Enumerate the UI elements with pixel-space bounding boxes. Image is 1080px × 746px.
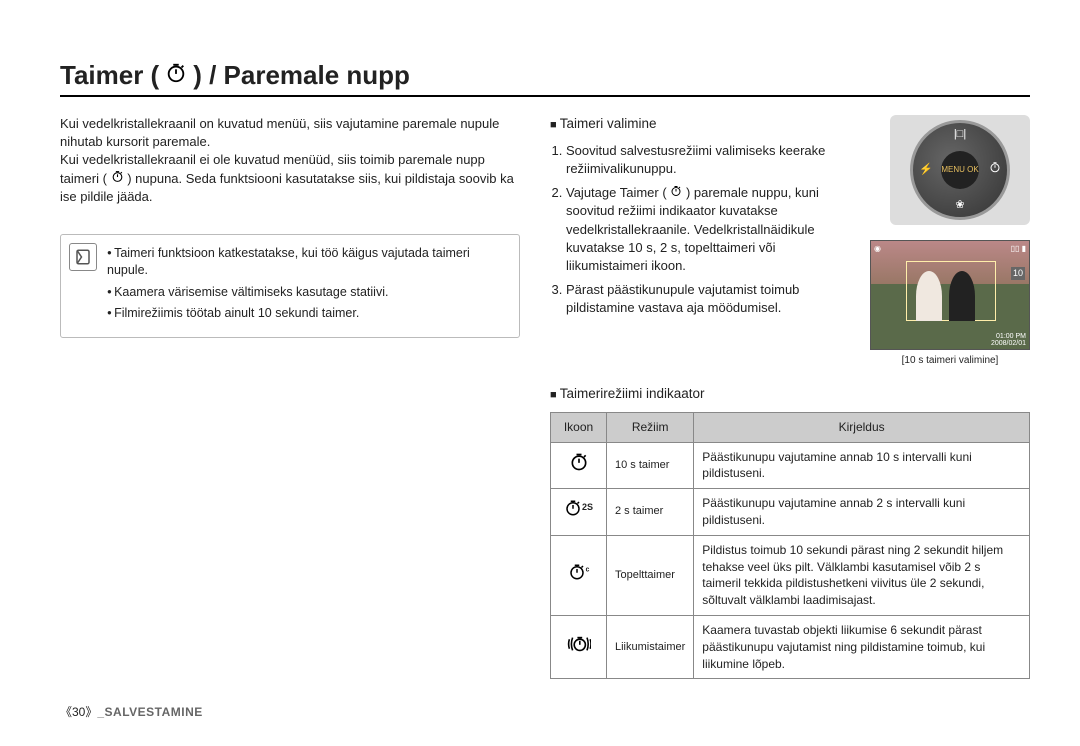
section-label: _SALVESTAMINE bbox=[97, 705, 202, 719]
dial-flash-icon: ⚡ bbox=[919, 162, 933, 177]
intro-para-1: Kui vedelkristallekraanil on kuvatud men… bbox=[60, 115, 520, 151]
th-mode: Režiim bbox=[607, 412, 694, 442]
dial-macro-icon: ❀ bbox=[955, 198, 964, 213]
battery-icon: ▯▯ ▮ bbox=[1011, 243, 1026, 254]
note-box: Taimeri funktsioon katkestatakse, kui tö… bbox=[60, 234, 520, 338]
th-desc: Kirjeldus bbox=[694, 412, 1030, 442]
table-row: 2S 2 s taimer Päästikunupu vajutamine an… bbox=[551, 489, 1030, 536]
dial-timer-icon bbox=[989, 161, 1001, 178]
dial-center-button[interactable]: MENU OK bbox=[941, 151, 979, 189]
preview-caption: [10 s taimeri valimine] bbox=[870, 354, 1030, 368]
lcd-preview: ◉ ▯▯ ▮ 10 01:00 PM 2008/02/01 [10 s taime… bbox=[870, 240, 1030, 368]
mode-desc: Päästikunupu vajutamine annab 10 s inter… bbox=[694, 442, 1030, 489]
select-timer-heading: Taimeri valimine bbox=[550, 115, 860, 134]
page-footer: 《30》_SALVESTAMINE bbox=[60, 703, 203, 720]
note-icon bbox=[69, 243, 97, 271]
left-column: Kui vedelkristallekraanil on kuvatud men… bbox=[60, 115, 520, 679]
mode-name: Topelttaimer bbox=[607, 535, 694, 615]
timer-badge: 10 bbox=[1011, 267, 1025, 280]
table-row: Liikumistaimer Kaamera tuvastab objekti … bbox=[551, 616, 1030, 679]
page-number: 《30》 bbox=[60, 705, 97, 719]
mode-name: 10 s taimer bbox=[607, 442, 694, 489]
table-row: 10 s taimer Päästikunupu vajutamine anna… bbox=[551, 442, 1030, 489]
timer-2s-icon: 2S bbox=[551, 489, 607, 536]
step-item: Pärast päästikunupule vajutamist toimub … bbox=[566, 281, 860, 317]
note-item: Kaamera värisemise vältimiseks kasutage … bbox=[107, 284, 509, 302]
step-item: Soovitud salvestusrežiimi valimiseks kee… bbox=[566, 142, 860, 178]
timer-motion-icon bbox=[551, 616, 607, 679]
steps-list: Soovitud salvestusrežiimi valimiseks kee… bbox=[550, 142, 860, 318]
timer-double-icon: ᶜ bbox=[551, 535, 607, 615]
intro-para-2: Kui vedelkristallekraanil ei ole kuvatud… bbox=[60, 151, 520, 206]
rec-icon: ◉ bbox=[874, 243, 881, 254]
timer-icon bbox=[670, 185, 686, 200]
note-item: Filmirežiimis töötab ainult 10 sekundi t… bbox=[107, 305, 509, 323]
preview-time: 01:00 PM bbox=[991, 333, 1026, 340]
mode-desc: Pildistus toimub 10 sekundi pärast ning … bbox=[694, 535, 1030, 615]
note-item: Taimeri funktsioon katkestatakse, kui tö… bbox=[107, 245, 509, 280]
timer-mode-table: Ikoon Režiim Kirjeldus 10 s taimer Pääst… bbox=[550, 412, 1030, 680]
mode-name: Liikumistaimer bbox=[607, 616, 694, 679]
table-row: ᶜ Topelttaimer Pildistus toimub 10 sekun… bbox=[551, 535, 1030, 615]
dial-display-icon: |□| bbox=[954, 127, 966, 142]
timer-icon bbox=[165, 62, 187, 90]
indicator-heading: Taimerirežiimi indikaator bbox=[550, 385, 1030, 404]
step-item: Vajutage Taimer ( ) paremale nuppu, kuni… bbox=[566, 184, 860, 275]
title-pre: Taimer ( bbox=[60, 60, 159, 91]
mode-name: 2 s taimer bbox=[607, 489, 694, 536]
timer-10s-icon bbox=[551, 442, 607, 489]
page-title: Taimer ( ) / Paremale nupp bbox=[60, 60, 1030, 97]
timer-icon bbox=[111, 171, 128, 186]
right-column: Taimeri valimine Soovitud salvestusrežii… bbox=[550, 115, 1030, 679]
th-icon: Ikoon bbox=[551, 412, 607, 442]
mode-desc: Päästikunupu vajutamine annab 2 s interv… bbox=[694, 489, 1030, 536]
mode-desc: Kaamera tuvastab objekti liikumise 6 sek… bbox=[694, 616, 1030, 679]
preview-date: 2008/02/01 bbox=[991, 340, 1026, 347]
mode-dial: |□| ❀ ⚡ MENU OK bbox=[890, 115, 1030, 225]
title-post: ) / Paremale nupp bbox=[193, 60, 410, 91]
